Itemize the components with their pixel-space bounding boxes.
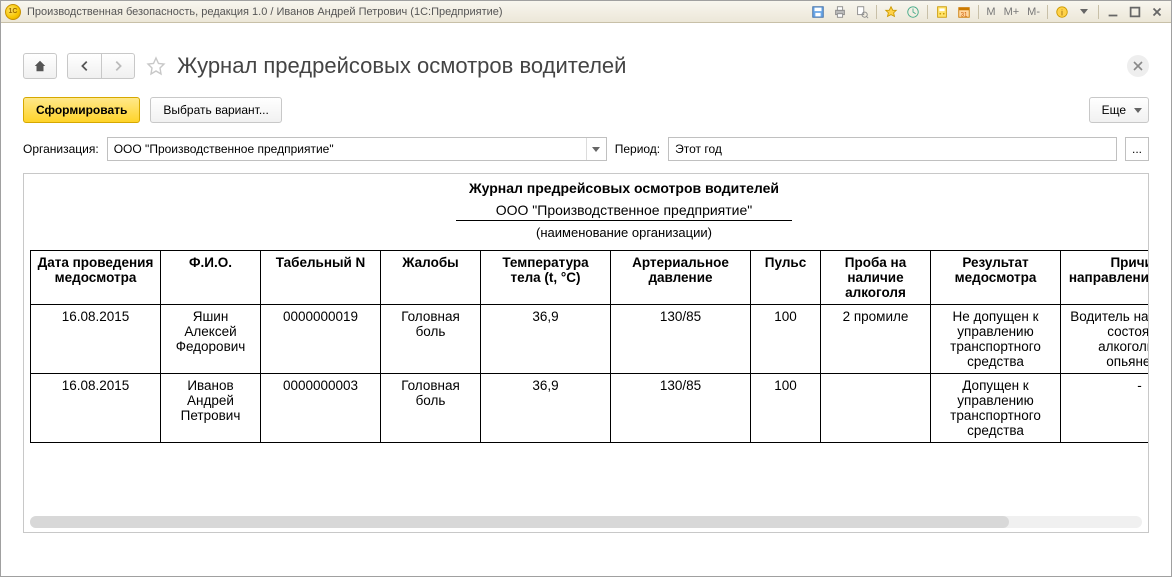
more-button-label: Еще [1102,103,1126,117]
table-col-header: Табельный N [261,251,381,305]
table-cell: 16.08.2015 [31,374,161,443]
table-cell: 0000000019 [261,305,381,374]
favorite-icon[interactable] [881,3,901,21]
mem-mm[interactable]: M- [1024,3,1043,21]
horizontal-scrollbar[interactable] [30,516,1142,528]
period-label: Период: [615,142,660,156]
table-cell: 130/85 [611,374,751,443]
org-combo-value: ООО "Производственное предприятие" [114,142,334,156]
table-cell: Головная боль [381,305,481,374]
org-combo-caret[interactable] [586,138,606,160]
table-col-header: Проба на наличие алкоголя [821,251,931,305]
calculator-icon[interactable] [932,3,952,21]
save-icon[interactable] [808,3,828,21]
home-button[interactable] [23,53,57,79]
report-table: Дата проведения медосмотраФ.И.О.Табельны… [30,250,1149,443]
table-cell [821,374,931,443]
header-row: Журнал предрейсовых осмотров водителей [23,53,1149,79]
report-org-subnote: (наименование организации) [24,225,1149,240]
table-cell: Иванов Андрей Петрович [161,374,261,443]
table-cell: 0000000003 [261,374,381,443]
page-title: Журнал предрейсовых осмотров водителей [177,53,626,79]
report-title: Журнал предрейсовых осмотров водителей [24,180,1149,196]
table-cell: 100 [751,374,821,443]
table-header-row: Дата проведения медосмотраФ.И.О.Табельны… [31,251,1150,305]
more-button[interactable]: Еще [1089,97,1149,123]
table-cell: 130/85 [611,305,751,374]
table-cell: 100 [751,305,821,374]
report-org-name: ООО "Производственное предприятие" [456,200,793,221]
toolbar-row: Сформировать Выбрать вариант... Еще [23,97,1149,123]
preview-icon[interactable] [852,3,872,21]
report-header: Журнал предрейсовых осмотров водителей О… [24,174,1149,240]
org-combo[interactable]: ООО "Производственное предприятие" [107,137,607,161]
variant-button-label: Выбрать вариант... [163,103,268,117]
table-col-header: Артериальное давление [611,251,751,305]
table-col-header: Пульс [751,251,821,305]
generate-button-label: Сформировать [36,103,127,117]
period-combo[interactable]: Этот год [668,137,1117,161]
print-icon[interactable] [830,3,850,21]
forward-button[interactable] [101,53,135,79]
table-cell: 16.08.2015 [31,305,161,374]
table-row[interactable]: 16.08.2015Яшин Алексей Федорович00000000… [31,305,1150,374]
report-area: Журнал предрейсовых осмотров водителей О… [23,173,1149,533]
table-col-header: Температура тела (t, °C) [481,251,611,305]
table-cell: 36,9 [481,374,611,443]
star-icon[interactable] [145,55,167,77]
table-col-header: Жалобы [381,251,481,305]
calendar-icon[interactable]: 31 [954,3,974,21]
generate-button[interactable]: Сформировать [23,97,140,123]
svg-text:31: 31 [961,11,968,18]
variant-button[interactable]: Выбрать вариант... [150,97,281,123]
table-row[interactable]: 16.08.2015Иванов Андрей Петрович00000000… [31,374,1150,443]
table-col-header: Ф.И.О. [161,251,261,305]
history-icon[interactable] [903,3,923,21]
app-1c-icon [5,4,21,20]
table-cell: Допущен к управлению транспортного средс… [931,374,1061,443]
scrollbar-thumb[interactable] [30,516,1009,528]
table-cell: - [1061,374,1150,443]
maximize-icon[interactable] [1125,3,1145,21]
table-col-header: Причина направления к врачу [1061,251,1150,305]
table-col-header: Дата проведения медосмотра [31,251,161,305]
table-cell: Головная боль [381,374,481,443]
table-cell: Яшин Алексей Федорович [161,305,261,374]
table-cell: Не допущен к управлению транспортного ср… [931,305,1061,374]
mem-m[interactable]: M [983,3,998,21]
info-icon[interactable]: i [1052,3,1072,21]
mem-mp[interactable]: M+ [1001,3,1023,21]
dropdown-icon[interactable] [1074,3,1094,21]
table-cell: 36,9 [481,305,611,374]
close-page-button[interactable] [1127,55,1149,77]
window-title: Производственная безопасность, редакция … [27,6,503,18]
titlebar: Производственная безопасность, редакция … [1,1,1171,23]
client-area: Журнал предрейсовых осмотров водителей С… [1,23,1171,576]
filter-row: Организация: ООО "Производственное предп… [23,137,1149,161]
close-icon[interactable] [1147,3,1167,21]
table-cell: 2 промиле [821,305,931,374]
table-col-header: Результат медосмотра [931,251,1061,305]
period-picker-button[interactable]: ... [1125,137,1149,161]
back-button[interactable] [67,53,101,79]
org-label: Организация: [23,142,99,156]
table-cell: Водитель находится в состоянии алкогольн… [1061,305,1150,374]
period-combo-value: Этот год [675,142,722,156]
chevron-down-icon [1134,108,1142,113]
svg-text:i: i [1061,8,1063,17]
minimize-icon[interactable] [1103,3,1123,21]
titlebar-icons: 31 M M+ M- i [808,3,1167,21]
